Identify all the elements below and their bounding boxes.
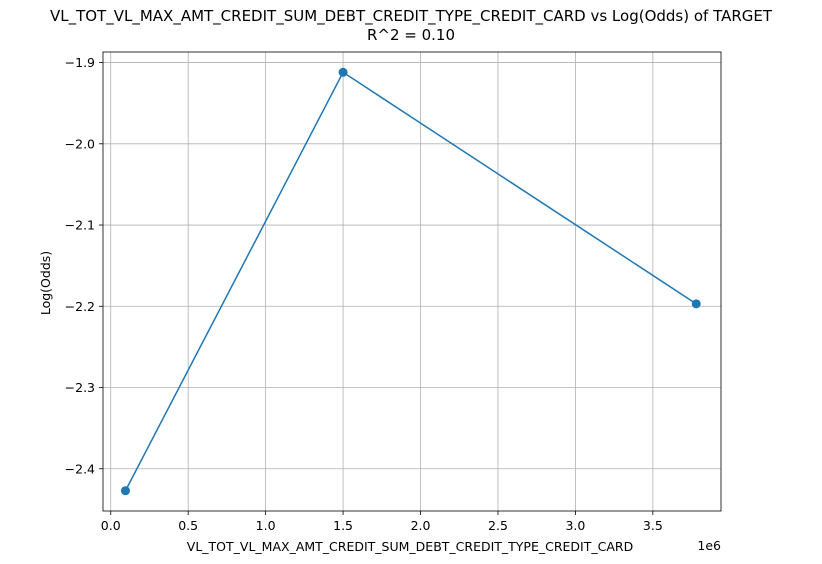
x-tick-label: 2.0 (411, 518, 431, 533)
x-tick-label: 3.5 (643, 518, 663, 533)
x-tick-label: 0.0 (101, 518, 121, 533)
y-tick-label: −2.0 (65, 136, 95, 151)
x-tick-label: 3.0 (565, 518, 585, 533)
x-tick-label: 1.0 (256, 518, 276, 533)
series-line-group (120, 67, 701, 496)
ticks: 0.0 0.5 1.0 1.5 2.0 2.5 3.0 3.5 −1.9 −2.0 −2.1 −2.2… (65, 55, 663, 533)
plot-frame (102, 51, 722, 512)
x-tick-label: 1.5 (333, 518, 353, 533)
axes (102, 51, 722, 512)
x-axis-offset-text: 1e6 (697, 538, 721, 553)
data-point-marker (338, 67, 348, 77)
y-tick-label: −2.3 (65, 380, 95, 395)
grid (103, 52, 721, 511)
x-tick-label: 2.5 (488, 518, 508, 533)
y-tick-label: −1.9 (65, 55, 95, 70)
y-axis-label: Log(Odds) (38, 251, 53, 315)
chart-title: VL_TOT_VL_MAX_AMT_CREDIT_SUM_DEBT_CREDIT… (50, 7, 773, 26)
chart-subtitle: R^2 = 0.10 (367, 26, 455, 44)
data-point-marker (120, 486, 130, 496)
y-tick-label: −2.1 (65, 218, 95, 233)
data-point-marker (691, 299, 701, 309)
x-axis-label: VL_TOT_VL_MAX_AMT_CREDIT_SUM_DEBT_CREDIT… (187, 539, 633, 554)
y-tick-label: −2.4 (65, 461, 95, 476)
y-tick-label: −2.2 (65, 299, 95, 314)
x-tick-label: 0.5 (178, 518, 198, 533)
